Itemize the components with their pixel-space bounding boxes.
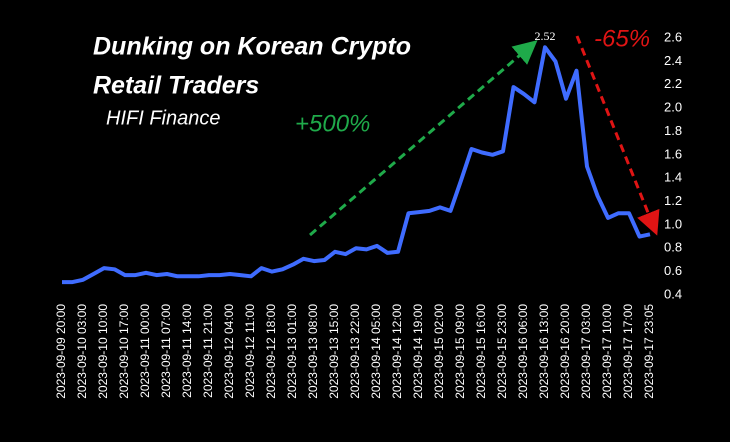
x-tick-label: 2023-09-12 04:00: [222, 304, 236, 399]
y-tick-label: 1.0: [664, 216, 682, 231]
x-tick-label: 2023-09-17 23:05: [642, 304, 656, 399]
y-tick-label: 2.6: [664, 29, 682, 44]
y-tick-label: 2.2: [664, 76, 682, 91]
x-tick-label: 2023-09-11 00:00: [138, 304, 152, 398]
x-tick-label: 2023-09-15 23:00: [495, 304, 509, 399]
x-tick-label: 2023-09-10 10:00: [96, 304, 110, 399]
x-tick-label: 2023-09-17 10:00: [600, 304, 614, 399]
x-tick-label: 2023-09-10 03:00: [75, 304, 89, 399]
x-tick-label: 2023-09-17 03:00: [579, 304, 593, 399]
x-tick-label: 2023-09-14 19:00: [411, 304, 425, 399]
x-tick-label: 2023-09-09 20:00: [54, 304, 68, 399]
y-tick-label: 1.8: [664, 123, 682, 138]
down-arrow: [575, 35, 660, 236]
x-tick-label: 2023-09-17 17:00: [621, 304, 635, 399]
x-tick-label: 2023-09-14 12:00: [390, 304, 404, 399]
x-tick-label: 2023-09-13 08:00: [306, 304, 320, 399]
y-tick-label: 0.4: [664, 286, 682, 301]
x-tick-label: 2023-09-11 21:00: [201, 304, 215, 398]
up-arrow: [309, 40, 538, 237]
annotation: +500%: [295, 110, 370, 137]
x-tick-label: 2023-09-16 20:00: [558, 304, 572, 399]
y-tick-label: 1.6: [664, 146, 682, 161]
x-tick-label: 2023-09-10 17:00: [117, 304, 131, 399]
chart-title: Retail Traders: [93, 72, 259, 100]
x-tick-label: 2023-09-13 01:00: [285, 304, 299, 399]
x-tick-label: 2023-09-13 22:00: [348, 304, 362, 399]
x-tick-label: 2023-09-12 11:00: [243, 304, 257, 398]
chart-subtitle: HIFI Finance: [106, 107, 220, 129]
x-tick-label: 2023-09-12 18:00: [264, 304, 278, 399]
x-tick-label: 2023-09-15 09:00: [453, 304, 467, 399]
y-tick-label: 1.2: [664, 193, 682, 208]
value-label: 2.52: [535, 29, 556, 43]
y-tick-label: 0.6: [664, 263, 682, 278]
y-tick-label: 2.4: [664, 53, 682, 68]
price-line: [62, 45, 651, 285]
y-tick-label: 0.8: [664, 240, 682, 255]
chart-title: Dunking on Korean Crypto: [93, 33, 411, 61]
x-tick-label: 2023-09-11 07:00: [159, 304, 173, 398]
x-tick-label: 2023-09-16 13:00: [537, 304, 551, 399]
y-tick-label: 2.0: [664, 100, 682, 115]
annotation: -65%: [594, 25, 650, 52]
x-tick-label: 2023-09-15 16:00: [474, 304, 488, 399]
x-tick-label: 2023-09-13 15:00: [327, 304, 341, 399]
y-tick-label: 1.4: [664, 170, 682, 185]
x-tick-label: 2023-09-14 05:00: [369, 304, 383, 399]
x-tick-label: 2023-09-11 14:00: [180, 304, 194, 398]
x-tick-label: 2023-09-15 02:00: [432, 304, 446, 399]
x-tick-label: 2023-09-16 06:00: [516, 304, 530, 399]
